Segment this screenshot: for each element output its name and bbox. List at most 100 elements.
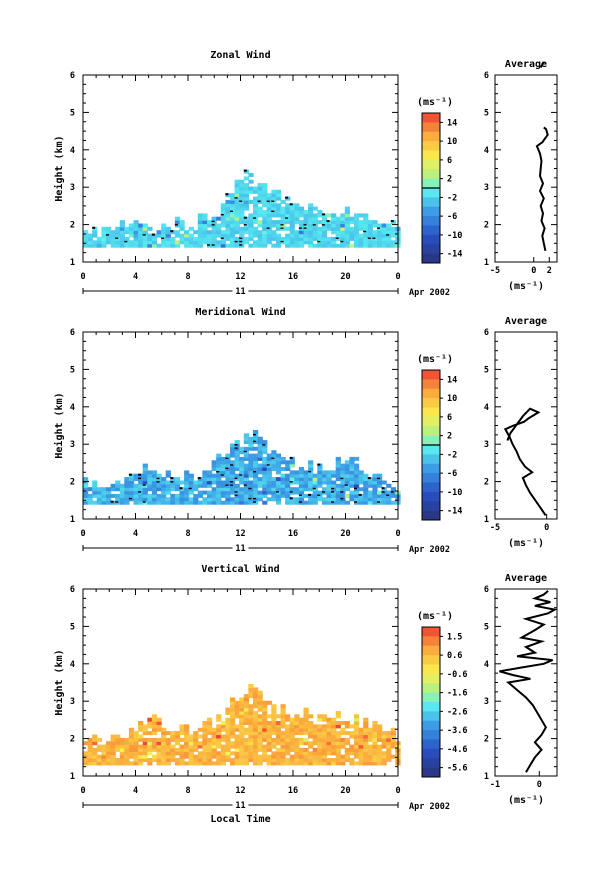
heatmap-cell [243,189,249,194]
heatmap-cell [110,741,116,746]
heatmap-cell [275,483,282,488]
colorbar-swatch [422,435,440,446]
heatmap-cell [142,470,148,475]
heatmap-cell [317,236,323,241]
heatmap-cell [285,203,291,208]
heatmap-cell [220,240,226,245]
heatmap-cell [230,704,236,709]
heatmap-cell [188,226,194,231]
heatmap-cell [138,497,144,502]
heatmap-cell [358,243,364,248]
contour-mark [174,223,178,226]
heatmap-cell [101,497,107,502]
heatmap-cell [253,430,259,434]
contour-mark [289,490,293,493]
heatmap-cell [239,216,245,221]
heatmap-cell [151,480,158,485]
heatmap-cell [289,744,295,749]
heatmap-cell [110,758,116,762]
heatmap-cell [257,734,263,739]
contour-mark [216,470,220,473]
heatmap-cell [271,460,277,465]
heatmap-cell [147,226,153,231]
heatmap-cell [83,758,89,762]
heatmap-cell [248,744,254,749]
heatmap-cell [202,731,208,736]
heatmap-cell [321,487,328,492]
heatmap-cell [220,203,226,208]
heatmap-cell [142,226,148,231]
colorbar-label: -3.6 [447,726,467,736]
heatmap-cell [243,436,249,441]
heatmap-cell [271,450,277,455]
heatmap-cell [257,220,263,225]
heatmap-cell [202,230,208,235]
heatmap-cell [303,210,309,214]
heatmap-cell [142,737,148,742]
heatmap-cell [133,490,139,495]
average-title: Average [505,59,547,70]
heatmap-cell [147,741,153,746]
heatmap-cell [312,500,318,505]
heatmap-cell [354,724,360,729]
heatmap-cell [96,490,102,495]
heatmap-cell [184,230,190,235]
heatmap-cell [202,213,208,218]
colorbar-label: -1.6 [447,689,467,699]
contour-mark [207,243,210,246]
average-y-tick-label: 3 [484,183,489,193]
heatmap-cell [161,754,167,759]
heatmap-cell [248,446,254,451]
heatmap-cell [340,500,346,505]
y-tick-label: 6 [70,328,75,338]
heatmap-cell [363,724,369,729]
heatmap-cell [271,717,277,722]
heatmap-cell [179,744,185,749]
heatmap-cell [230,758,236,762]
heatmap-cell [363,721,369,725]
heatmap-cell [142,493,148,498]
heatmap-cell [87,741,93,746]
heatmap-cell [271,493,277,498]
heatmap-cell [253,737,259,742]
heatmap-cell [133,487,139,492]
colorbar-swatch [422,673,440,684]
heatmap-cell [124,747,130,752]
y-tick-label: 1 [70,258,75,268]
contour-mark [234,240,238,243]
heatmap-cell [193,240,199,245]
heatmap-cell [312,473,318,478]
heatmap-cell [216,240,222,245]
heatmap-cell [230,230,236,235]
heatmap-cell [119,758,125,762]
colorbar-label: -10 [447,488,462,498]
heatmap-cell [289,460,295,465]
heatmap-cell [207,761,213,766]
x-tick-label: 16 [288,272,298,282]
heatmap-cell [184,240,190,245]
heatmap-cell [317,230,323,235]
heatmap-cell [257,206,263,211]
heatmap-cell [363,483,369,488]
colorbar-label: -4.6 [447,745,467,755]
heatmap-cell [239,470,245,475]
heatmap-cell [298,487,305,492]
heatmap-cell [239,744,245,749]
heatmap-cell [303,213,309,218]
heatmap-cell [280,758,286,762]
heatmap-cell [225,751,231,756]
heatmap-cell [128,483,135,488]
heatmap-cell [207,751,213,756]
heatmap-cell [253,721,259,725]
heatmap-cell [386,236,392,241]
contour-mark [280,223,284,226]
heatmap-cell [331,223,337,228]
heatmap-cell [257,690,263,695]
heatmap-cell [372,243,378,248]
heatmap-cell [298,240,305,245]
heatmap-cell [372,223,378,228]
heatmap-cell [321,240,328,245]
heatmap-cell [211,230,217,235]
heatmap-cell [193,487,199,492]
heatmap-cell [110,483,116,488]
